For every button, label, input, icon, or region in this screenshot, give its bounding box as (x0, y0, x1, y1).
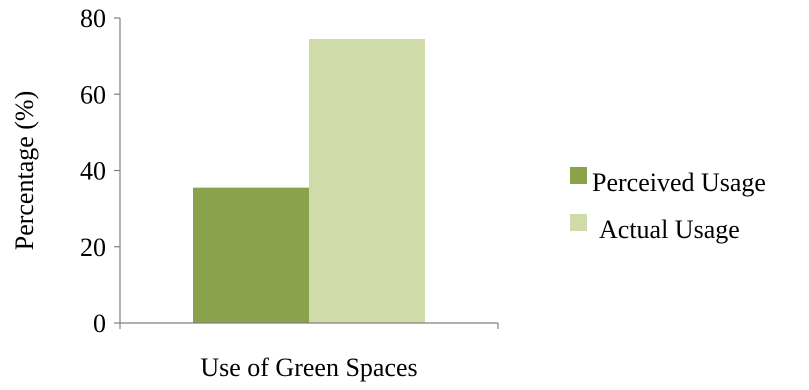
y-tick-label: 60 (80, 80, 106, 109)
y-tick-label: 0 (93, 309, 106, 338)
x-axis-title: Use of Green Spaces (200, 353, 417, 382)
y-axis-title: Percentage (%) (10, 91, 39, 251)
y-tick-label: 20 (80, 233, 106, 262)
legend-swatch (570, 214, 587, 231)
legend-swatch (570, 167, 587, 184)
bars (193, 38, 425, 323)
bar-perceived-usage (193, 187, 309, 323)
legend-label: Actual Usage (599, 215, 740, 244)
bar-actual-usage (309, 38, 425, 323)
y-axis-ticks: 0 20 40 60 80 (80, 4, 499, 338)
legend: Perceived Usage Actual Usage (570, 167, 766, 244)
legend-label: Perceived Usage (592, 168, 766, 197)
y-tick-label: 80 (80, 4, 106, 33)
y-tick-label: 40 (80, 157, 106, 186)
